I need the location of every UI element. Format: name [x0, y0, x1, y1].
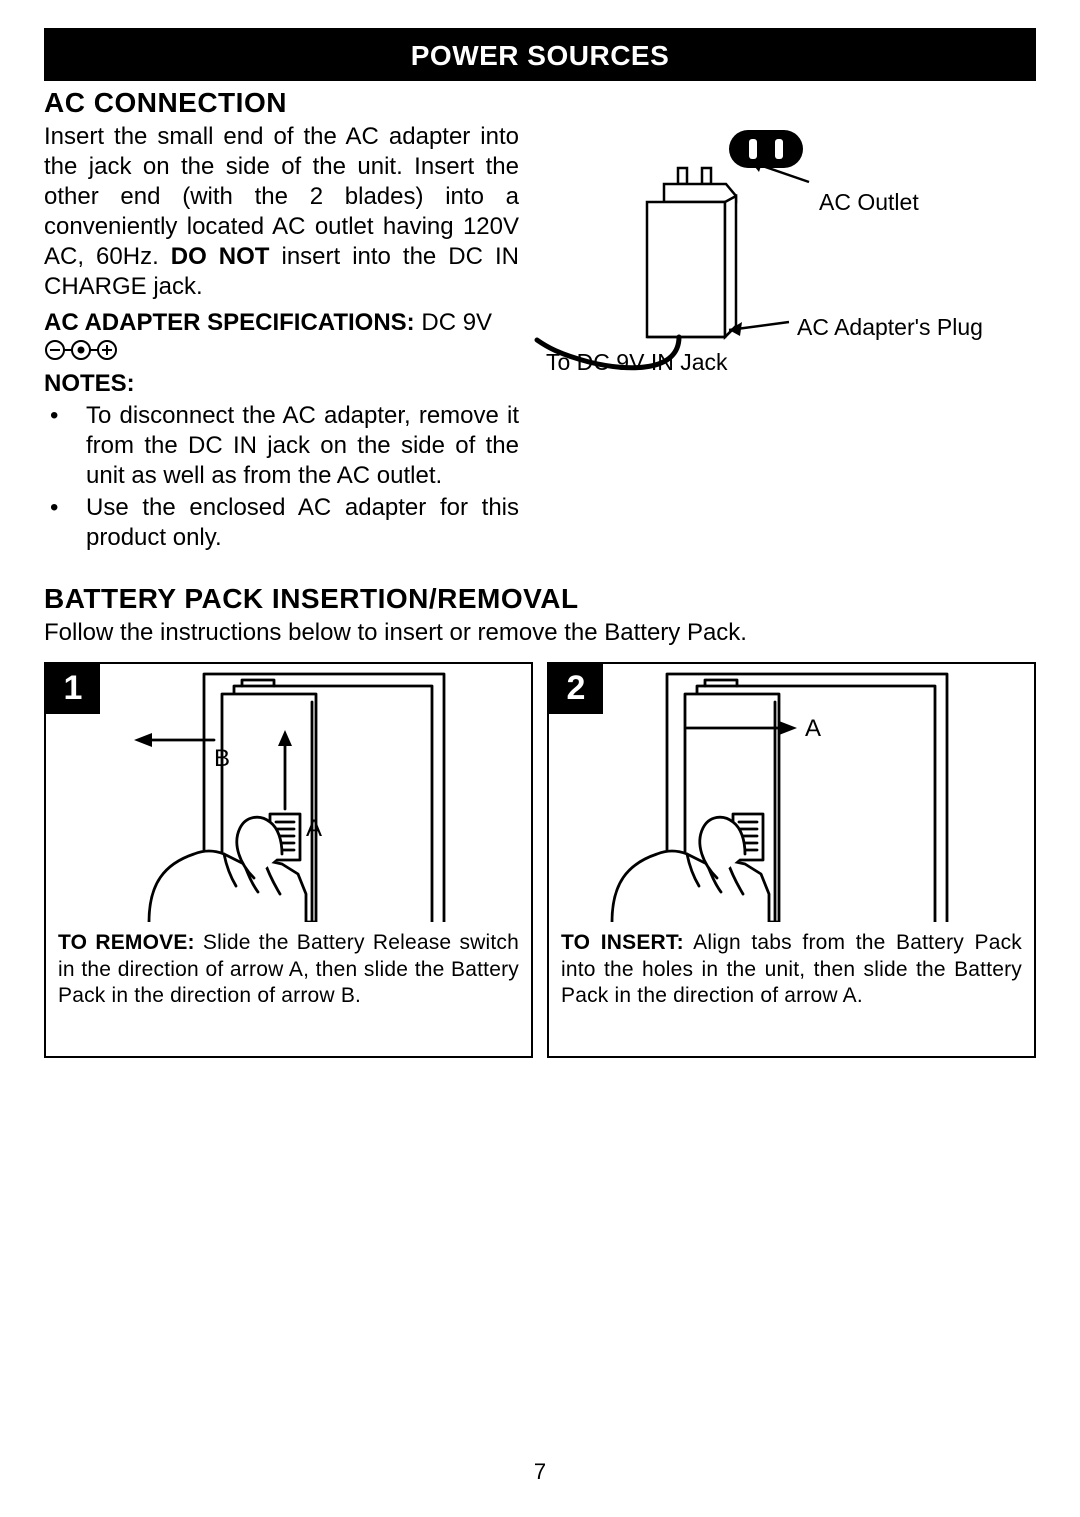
bullet-icon: •	[44, 401, 86, 491]
note-item-2: • Use the enclosed AC adapter for this p…	[44, 493, 519, 553]
step-number-1: 1	[46, 664, 100, 714]
note2-text: Use the enclosed AC adapter for this pro…	[86, 493, 519, 553]
step1-label-a: A	[306, 815, 322, 842]
bullet-icon: •	[44, 493, 86, 553]
step-box-1: 1	[44, 662, 533, 1058]
step1-caption: TO REMOVE: Slide the Battery Release swi…	[46, 922, 531, 1021]
ac-spec-value: DC 9V	[415, 309, 492, 336]
label-dc-jack: To DC 9V IN Jack	[546, 348, 728, 377]
note-item-1: • To disconnect the AC adapter, remove i…	[44, 401, 519, 491]
step2-label-a: A	[805, 715, 821, 742]
ac-paragraph: Insert the small end of the AC adapter i…	[44, 122, 519, 302]
battery-heading: BATTERY PACK INSERTION/REMOVAL	[44, 581, 1036, 616]
polarity-icon	[44, 339, 118, 369]
ac-connection-heading: AC CONNECTION	[44, 85, 1036, 120]
step-box-2: 2	[547, 662, 1036, 1058]
step-number-2: 2	[549, 664, 603, 714]
step2-caption: TO INSERT: Align tabs from the Battery P…	[549, 922, 1034, 1021]
section-title-bar: POWER SOURCES	[44, 28, 1036, 81]
label-adapter-plug: AC Adapter's Plug	[797, 313, 983, 342]
ac-spec-line: AC ADAPTER SPECIFICATIONS: DC 9V	[44, 308, 519, 369]
step1-illustration: B A	[46, 664, 531, 922]
battery-intro: Follow the instructions below to insert …	[44, 618, 1036, 648]
ac-adapter-diagram: AC Outlet AC Adapter's Plug To DC 9V IN …	[529, 122, 1036, 553]
page-number: 7	[0, 1458, 1080, 1486]
notes-list: • To disconnect the AC adapter, remove i…	[44, 401, 519, 553]
step1-caption-bold: TO REMOVE:	[58, 931, 195, 954]
step2-illustration: A	[549, 664, 1034, 922]
step2-caption-bold: TO INSERT:	[561, 931, 684, 954]
notes-label: NOTES:	[44, 369, 519, 399]
note1-text: To disconnect the AC adapter, remove it …	[86, 401, 519, 491]
ac-spec-label: AC ADAPTER SPECIFICATIONS:	[44, 309, 415, 336]
label-ac-outlet: AC Outlet	[819, 188, 919, 217]
ac-do-not: DO NOT	[171, 243, 270, 270]
step1-label-b: B	[214, 745, 230, 772]
